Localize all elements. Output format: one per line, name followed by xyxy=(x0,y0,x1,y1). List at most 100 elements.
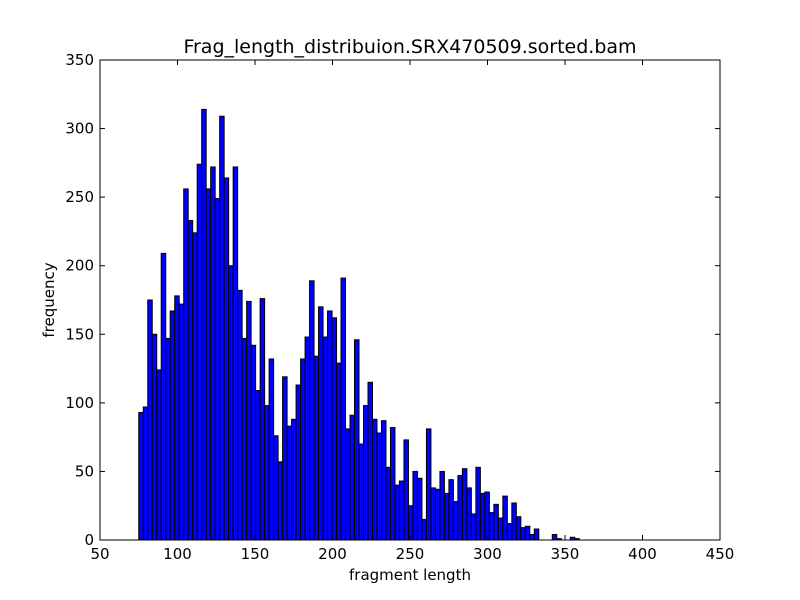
histogram-bar xyxy=(331,317,338,541)
histogram-bar xyxy=(484,491,490,541)
histogram-bar xyxy=(165,337,171,541)
histogram-bar xyxy=(394,484,400,541)
histogram-bar xyxy=(255,390,261,541)
y-tick-label: 0 xyxy=(84,531,94,549)
histogram-bar xyxy=(327,310,333,541)
histogram-bar xyxy=(174,295,180,541)
histogram-bar xyxy=(421,518,427,541)
histogram-bar xyxy=(466,487,472,541)
y-tick-label: 350 xyxy=(65,51,94,69)
histogram-bar xyxy=(497,517,504,541)
histogram-bar xyxy=(286,425,293,541)
y-tick-label: 50 xyxy=(75,462,94,480)
histogram-bar xyxy=(488,512,495,541)
histogram-bar xyxy=(452,501,459,541)
y-tick-label: 100 xyxy=(65,394,94,412)
histogram-bar xyxy=(264,405,270,541)
histogram-bar xyxy=(430,487,436,541)
x-axis-label: fragment length xyxy=(349,566,471,584)
histogram-bar xyxy=(551,534,558,541)
histogram-bar xyxy=(277,461,284,541)
histogram-bar xyxy=(479,492,486,541)
x-tick-label: 100 xyxy=(163,545,192,563)
histogram-bar xyxy=(398,480,405,541)
histogram-bar xyxy=(520,527,526,541)
histogram-bar xyxy=(533,528,540,541)
histogram-bar xyxy=(475,466,481,541)
x-tick-label: 150 xyxy=(241,545,270,563)
histogram-bar xyxy=(322,336,329,541)
histogram-bar xyxy=(448,479,454,541)
histogram-bar xyxy=(457,475,463,541)
histogram-bar xyxy=(493,503,499,541)
histogram-bar xyxy=(349,414,356,541)
histogram-bar xyxy=(291,418,297,541)
histogram-bar xyxy=(354,339,360,541)
histogram-bar xyxy=(434,488,441,541)
histogram-bar xyxy=(151,333,158,541)
histogram-bar xyxy=(192,232,198,541)
x-tick-label: 200 xyxy=(318,545,347,563)
histogram-bar xyxy=(470,513,477,541)
histogram-bar xyxy=(515,516,522,541)
histogram-bar xyxy=(380,420,387,541)
x-tick-label: 50 xyxy=(90,545,109,563)
histogram-bar xyxy=(412,470,418,541)
histogram-bar xyxy=(214,198,221,541)
y-tick-label: 250 xyxy=(65,188,94,206)
histogram-bar xyxy=(228,265,234,541)
histogram-bar xyxy=(358,443,364,541)
histogram-bar xyxy=(187,219,194,541)
histogram-bar xyxy=(345,428,351,541)
histogram-bar xyxy=(138,411,144,541)
histogram-bar xyxy=(416,477,423,541)
histogram-bar xyxy=(309,280,315,541)
histogram-bar xyxy=(313,355,320,541)
histogram-bar xyxy=(367,381,373,541)
histogram-bar xyxy=(304,336,311,541)
histogram-bar xyxy=(205,188,212,541)
histogram-bar xyxy=(160,252,167,541)
histogram-bar xyxy=(246,300,252,541)
histogram-bar xyxy=(183,188,189,541)
histogram-bar xyxy=(178,303,185,541)
histogram-bar xyxy=(511,502,517,541)
histogram-bar xyxy=(300,358,306,541)
histogram-bar xyxy=(506,523,513,541)
histogram-bar xyxy=(268,358,275,541)
y-tick-label: 150 xyxy=(65,325,94,343)
histogram-bar xyxy=(363,405,369,541)
x-tick-label: 450 xyxy=(706,545,735,563)
histogram-bar xyxy=(340,277,347,541)
histogram-bar xyxy=(524,525,531,541)
histogram-bar xyxy=(210,166,216,541)
histogram-bar xyxy=(232,166,239,541)
histogram-bar xyxy=(142,406,149,541)
y-axis: 0 50 100 150 200 250 300 350 xyxy=(65,51,720,549)
x-tick-label: 350 xyxy=(551,545,580,563)
histogram-bar xyxy=(443,492,450,541)
y-axis-label: frequency xyxy=(40,262,58,337)
histogram-bar xyxy=(385,466,391,541)
histogram-bar xyxy=(147,299,153,541)
histogram-bar xyxy=(219,115,225,541)
histogram-bar xyxy=(336,362,342,541)
histogram-bar xyxy=(156,369,162,541)
histogram-bar xyxy=(502,495,508,541)
histogram-bar xyxy=(237,289,243,541)
histogram-bar xyxy=(407,505,414,541)
histogram-bar xyxy=(461,468,468,541)
histogram-bar xyxy=(273,435,279,541)
chart-title: Frag_length_distribuion.SRX470509.sorted… xyxy=(183,36,636,58)
histogram-bar xyxy=(196,163,203,541)
histogram-bar xyxy=(389,427,396,541)
histogram-bar xyxy=(295,384,302,541)
histogram-bar xyxy=(376,432,382,541)
histogram-bar xyxy=(318,306,324,541)
y-tick-label: 200 xyxy=(65,257,94,275)
histogram-bar xyxy=(241,337,248,541)
histogram-bar xyxy=(201,108,207,541)
histogram-bar xyxy=(250,344,257,541)
histogram-bar xyxy=(403,439,409,541)
